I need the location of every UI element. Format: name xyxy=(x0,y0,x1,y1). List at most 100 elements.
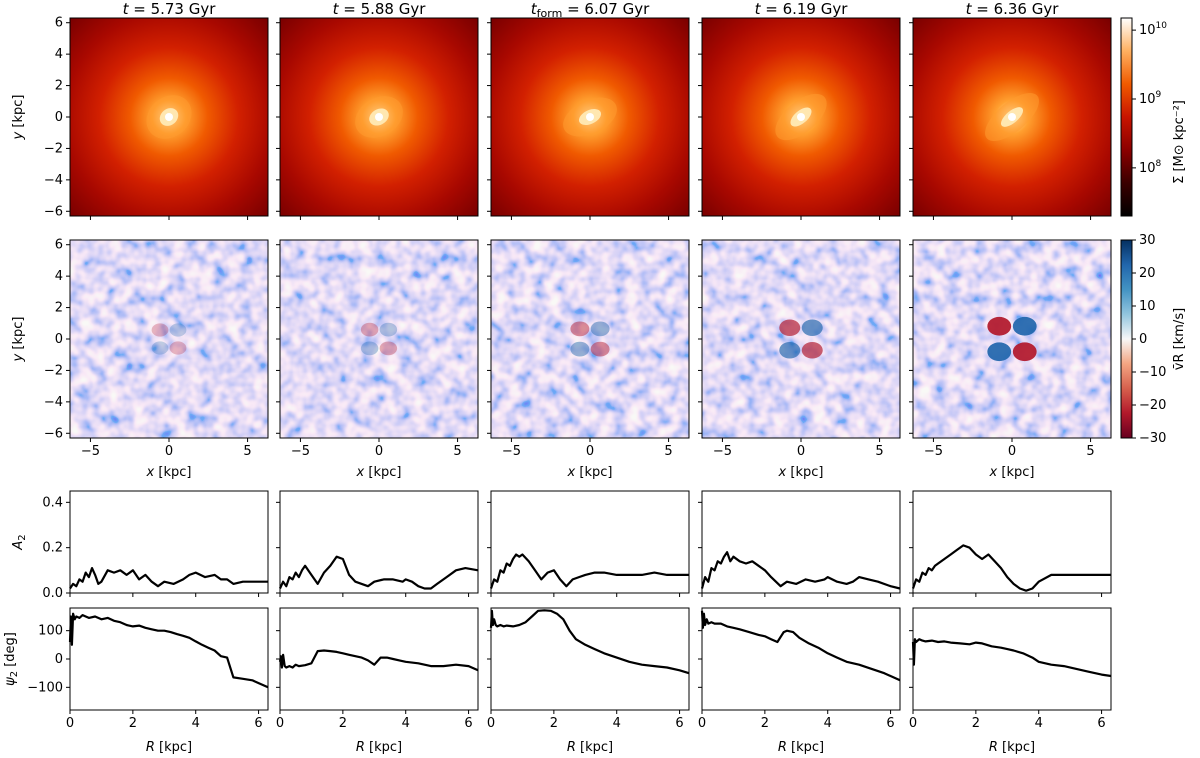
y-tick-label: 6 xyxy=(55,238,63,253)
velocity-lobe xyxy=(379,322,398,337)
psi2-curve xyxy=(911,638,1112,678)
density-peak xyxy=(797,113,805,121)
x-tick-label: 0 xyxy=(698,716,706,731)
velocity-lobe xyxy=(151,341,169,355)
x-tick-label: 0 xyxy=(375,444,383,459)
y-axis-label: y [kpc] xyxy=(11,317,26,363)
panel-title: t = 6.19 Gyr xyxy=(755,0,849,18)
cb-tick-label: 20 xyxy=(1139,266,1156,281)
x-tick-label: −5 xyxy=(81,444,100,459)
x-tick-label: 6 xyxy=(1097,716,1105,731)
x-tick-label: 2 xyxy=(129,716,137,731)
velocity-lobe xyxy=(1012,342,1037,362)
x-tick-label: 2 xyxy=(761,716,769,731)
x-tick-label: 0 xyxy=(797,444,805,459)
velocity-lobe xyxy=(570,321,590,337)
velocity-lobe xyxy=(169,341,187,355)
profile-panel-frame xyxy=(912,490,1112,594)
r-axis-label: R [kpc] xyxy=(989,740,1035,755)
profile-panel-frame xyxy=(69,607,269,711)
velocity-lobe xyxy=(570,341,590,357)
velocity-lobe xyxy=(360,341,379,356)
y-tick-label: 2 xyxy=(55,79,63,94)
x-tick-label: 4 xyxy=(1035,716,1043,731)
y-tick-label: 4 xyxy=(55,47,63,62)
cb-tick-label: 109 xyxy=(1139,90,1162,107)
x-tick-label: −5 xyxy=(502,444,521,459)
panel-title: tform = 6.07 Gyr xyxy=(531,0,650,20)
velocity-lobe xyxy=(590,341,610,357)
y-tick-label: 2 xyxy=(55,301,63,316)
r-axis-label: R [kpc] xyxy=(567,740,613,755)
x-tick-label: 4 xyxy=(402,716,410,731)
y-tick-label: −6 xyxy=(44,204,63,219)
y-tick-label: 0 xyxy=(55,110,63,125)
maps-layer xyxy=(30,0,1151,438)
velocity-noise xyxy=(491,240,689,438)
cb-tick-label: −10 xyxy=(1139,365,1166,380)
a2-curve xyxy=(69,567,268,590)
x-axis-label: x [kpc] xyxy=(146,465,192,480)
x-tick-label: 0 xyxy=(487,716,495,731)
x-tick-label: 6 xyxy=(886,716,894,731)
profile-panel-frame xyxy=(490,490,690,594)
y-tick-label: −6 xyxy=(44,426,63,441)
x-tick-label: 2 xyxy=(339,716,347,731)
psi2-curve xyxy=(489,609,690,675)
velocity-lobe xyxy=(379,341,398,356)
density-peak xyxy=(375,113,383,121)
panel-title: t = 6.36 Gyr xyxy=(966,0,1060,18)
y-tick-label: −100 xyxy=(27,680,63,695)
velocity-colorbar-label: v̄R [km/s] xyxy=(1172,308,1187,370)
x-tick-label: −5 xyxy=(291,444,310,459)
r-axis-label: R [kpc] xyxy=(778,740,824,755)
y-tick-label: −2 xyxy=(44,363,63,378)
density-peak xyxy=(1008,113,1016,121)
a2-curve xyxy=(489,553,689,589)
velocity-lobe xyxy=(779,342,801,359)
x-tick-label: 6 xyxy=(675,716,683,731)
psi2-curve xyxy=(700,610,901,682)
x-tick-label: 5 xyxy=(453,444,461,459)
x-tick-label: 6 xyxy=(254,716,262,731)
y-axis-label: y [kpc] xyxy=(11,95,26,141)
x-tick-label: −5 xyxy=(924,444,943,459)
r-axis-label: R [kpc] xyxy=(146,740,192,755)
y-tick-label: −2 xyxy=(44,141,63,156)
y-tick-label: −4 xyxy=(44,395,63,410)
profile-panel-frame xyxy=(279,490,479,594)
axes-layer xyxy=(66,17,1136,714)
cb-tick-label: −20 xyxy=(1139,398,1166,413)
x-tick-label: 0 xyxy=(1008,444,1016,459)
velocity-lobe xyxy=(590,321,610,337)
cb-tick-label: 30 xyxy=(1139,233,1156,248)
x-axis-label: x [kpc] xyxy=(356,465,402,480)
cb-tick-label: 1010 xyxy=(1139,21,1167,38)
velocity-lobe xyxy=(360,322,379,337)
profile-panel-frame xyxy=(701,607,901,711)
x-tick-label: 0 xyxy=(586,444,594,459)
x-tick-label: 0 xyxy=(276,716,284,731)
a2-curve xyxy=(278,555,479,590)
density-peak xyxy=(586,113,594,121)
x-tick-label: 0 xyxy=(66,716,74,731)
y-tick-label: 0.2 xyxy=(42,541,63,556)
x-axis-label: x [kpc] xyxy=(989,465,1035,480)
velocity-noise xyxy=(280,240,478,438)
x-tick-label: −5 xyxy=(713,444,732,459)
velocity-lobe xyxy=(779,319,801,336)
y-tick-label: 0.0 xyxy=(42,586,63,601)
density-colorbar-label: Σ [M⊙ kpc⁻²] xyxy=(1172,100,1187,184)
profile-panel-frame xyxy=(912,607,1112,711)
x-tick-label: 6 xyxy=(464,716,472,731)
x-tick-label: 5 xyxy=(1086,444,1094,459)
y-tick-label: 0 xyxy=(55,332,63,347)
y-tick-label: −4 xyxy=(44,173,63,188)
velocity-noise xyxy=(913,240,1111,438)
velocity-lobe xyxy=(169,323,187,337)
x-tick-label: 4 xyxy=(192,716,200,731)
velocity-lobe xyxy=(801,342,823,359)
x-tick-label: 0 xyxy=(165,444,173,459)
panel-title: t = 5.88 Gyr xyxy=(333,0,427,18)
